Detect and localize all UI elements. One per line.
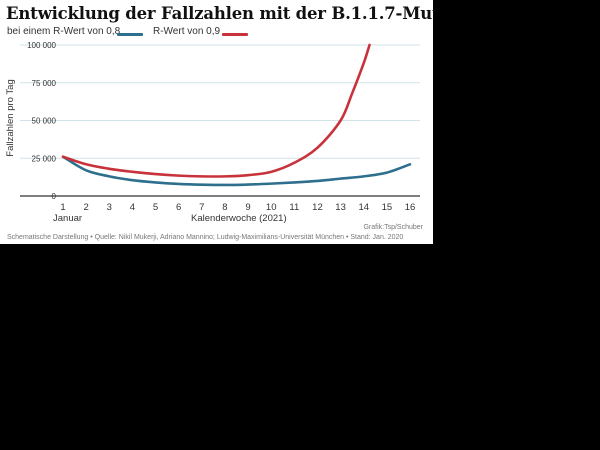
legend-label-r08: bei einem R-Wert von 0,8 bbox=[7, 26, 121, 37]
series-line-r09 bbox=[61, 43, 371, 178]
x-tick-label: 11 bbox=[289, 202, 299, 213]
credit-text: Grafik:Tsp/Schuber bbox=[363, 224, 423, 231]
x-tick-labels: 1 2 3 4 5 6 7 8 9 10 11 12 13 14 15 16 bbox=[60, 202, 415, 213]
source-note: Schematische Darstellung • Quelle: Nikil… bbox=[7, 234, 404, 241]
x-tick-label: 1 bbox=[60, 202, 65, 213]
y-tick-label: 50 000 bbox=[32, 117, 57, 126]
y-tick-label: 75 000 bbox=[32, 79, 57, 88]
legend-label-r09: R-Wert von 0,9 bbox=[153, 26, 221, 37]
x-tick-label: 16 bbox=[405, 202, 416, 213]
chart-title: Entwicklung der Fallzahlen mit der B.1.1… bbox=[6, 4, 433, 23]
y-axis-title: Fallzahlen pro Tag bbox=[5, 79, 16, 156]
x-tick-label: 15 bbox=[382, 202, 393, 213]
y-tick-label: 100 000 bbox=[27, 41, 56, 50]
x-tick-label: 5 bbox=[153, 202, 158, 213]
x-tick-label: 14 bbox=[358, 202, 369, 213]
x-tick-label: 8 bbox=[222, 202, 227, 213]
grid-lines bbox=[20, 44, 420, 159]
x-tick-label: 9 bbox=[245, 202, 250, 213]
x-tick-label: 10 bbox=[266, 202, 277, 213]
series-line-r08 bbox=[61, 155, 412, 187]
x-tick-label: 13 bbox=[335, 202, 346, 213]
x-tick-label: 3 bbox=[107, 202, 112, 213]
x-tick-label: 4 bbox=[130, 202, 135, 213]
x-axis-title: Kalenderwoche (2021) bbox=[191, 213, 287, 224]
legend-swatch-r08 bbox=[117, 33, 143, 36]
y-tick-label: 25 000 bbox=[32, 154, 57, 163]
x-tick-label: 7 bbox=[199, 202, 204, 213]
chart-graphic: Entwicklung der Fallzahlen mit der B.1.1… bbox=[0, 0, 433, 244]
x-axis-sublabel: Januar bbox=[53, 213, 82, 224]
x-tick-label: 12 bbox=[312, 202, 323, 213]
x-tick-label: 2 bbox=[83, 202, 88, 213]
x-tick-label: 6 bbox=[176, 202, 181, 213]
legend-swatch-r09 bbox=[222, 33, 248, 36]
series-lines bbox=[61, 43, 412, 187]
